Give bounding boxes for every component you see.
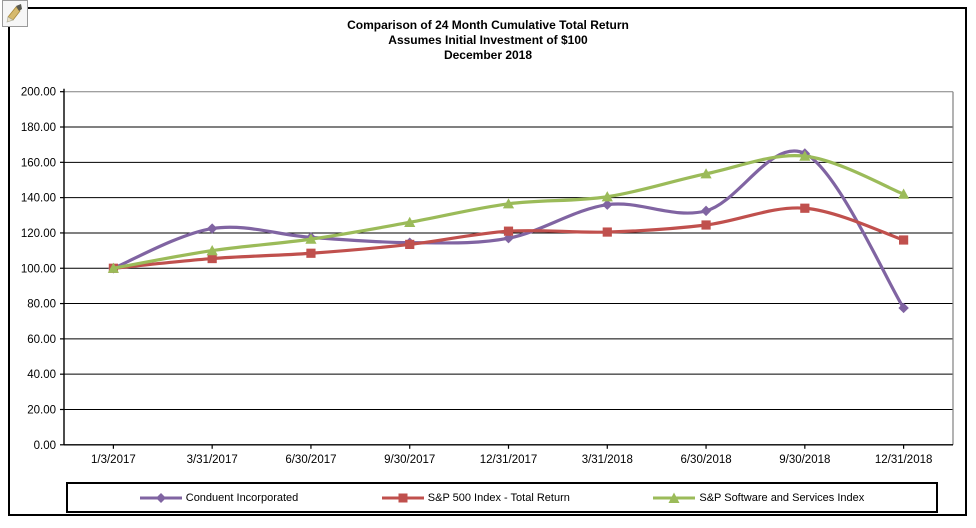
chart-title-line-2: Assumes Initial Investment of $100 — [388, 33, 588, 47]
x-tick-label: 6/30/2017 — [285, 454, 336, 466]
data-point-square — [405, 239, 415, 250]
data-point-square — [602, 227, 612, 237]
spsoftware-series-swatch-icon — [653, 492, 696, 503]
data-point-square — [306, 248, 316, 258]
legend-item-conduent: Conduent Incorporated — [139, 491, 299, 504]
y-tick-label: 60.00 — [27, 334, 56, 346]
data-point-triangle — [502, 198, 515, 209]
x-tick-label: 3/31/2017 — [187, 454, 238, 466]
chart-title: Comparison of 24 Month Cumulative Total … — [0, 18, 976, 63]
data-point-square — [207, 253, 217, 264]
x-tick-label: 12/31/2018 — [875, 454, 933, 466]
y-tick-label: 180.00 — [21, 122, 56, 134]
data-point-triangle — [206, 244, 218, 256]
x-tick-label: 9/30/2018 — [779, 454, 830, 466]
y-tick-label: 160.00 — [21, 157, 56, 169]
data-point-triangle — [898, 188, 910, 199]
series-line — [111, 149, 906, 310]
data-point-diamond — [700, 205, 712, 217]
sp500-series-swatch-icon — [381, 493, 424, 502]
data-point-diamond — [602, 199, 613, 210]
data-point-square — [800, 203, 810, 213]
legend: Conduent Incorporated S&P 500 Index - To… — [66, 482, 938, 513]
y-tick-label: 100.00 — [21, 263, 56, 275]
series-line — [111, 154, 906, 270]
conduent-series-swatch-icon — [139, 492, 182, 503]
y-tick-label: 120.00 — [21, 228, 56, 240]
data-point-square — [503, 226, 514, 236]
y-tick-label: 140.00 — [21, 193, 56, 205]
chart-title-line-1: Comparison of 24 Month Cumulative Total … — [347, 18, 629, 32]
data-point-square — [899, 235, 909, 245]
legend-label-spsoftware: S&P Software and Services Index — [699, 491, 865, 504]
y-tick-label: 0.00 — [34, 440, 56, 452]
data-point-diamond — [206, 223, 218, 234]
y-tick-label: 80.00 — [27, 299, 56, 311]
data-point-triangle — [404, 216, 416, 227]
x-tick-label: 12/31/2017 — [480, 454, 538, 466]
x-tick-label: 9/30/2017 — [384, 454, 435, 466]
image-placeholder-glyph — [6, 4, 22, 23]
x-tick-label: 6/30/2018 — [680, 454, 731, 466]
legend-label-sp500: S&P 500 Index - Total Return — [427, 491, 570, 504]
data-point-triangle — [799, 150, 811, 161]
data-point-triangle — [601, 191, 613, 202]
image-placeholder-icon — [2, 0, 28, 27]
x-tick-label: 3/31/2018 — [582, 454, 633, 466]
legend-item-sp500: S&P 500 Index - Total Return — [381, 491, 570, 504]
y-tick-label: 20.00 — [27, 404, 56, 416]
data-point-triangle — [700, 168, 712, 179]
legend-label-conduent: Conduent Incorporated — [185, 491, 299, 504]
y-tick-label: 40.00 — [27, 369, 56, 381]
legend-item-spsoftware: S&P Software and Services Index — [653, 492, 864, 504]
data-point-square — [701, 220, 711, 230]
data-point-diamond — [898, 302, 909, 314]
data-point-triangle — [107, 262, 119, 273]
chart-title-line-3: December 2018 — [443, 48, 533, 62]
data-point-triangle — [305, 233, 317, 244]
x-tick-label: 1/3/2017 — [91, 454, 136, 466]
y-tick-label: 200.00 — [21, 87, 56, 99]
